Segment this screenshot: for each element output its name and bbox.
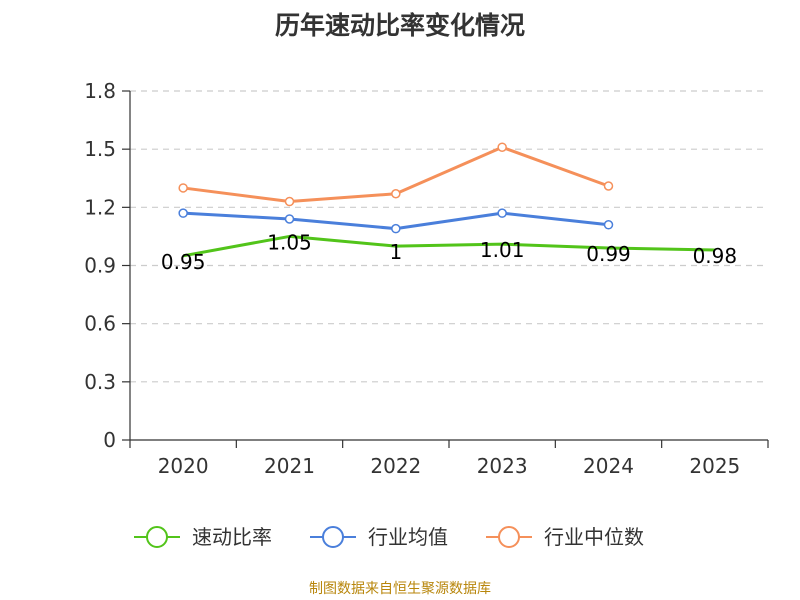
data-point[interactable] bbox=[603, 181, 614, 191]
x-tick-label: 2024 bbox=[583, 454, 634, 478]
data-point[interactable] bbox=[178, 208, 188, 218]
x-tick-label: 2020 bbox=[158, 454, 209, 478]
x-tick-label: 2025 bbox=[689, 454, 740, 478]
data-point[interactable] bbox=[391, 189, 401, 199]
data-label: 0.99 bbox=[586, 242, 631, 266]
series-lines bbox=[178, 142, 715, 258]
y-tick-label: 1.5 bbox=[84, 137, 116, 161]
y-tick-label: 0 bbox=[103, 428, 116, 452]
x-tick-label: 2021 bbox=[264, 454, 315, 478]
legend: 速动比率 行业均值 行业中位数 bbox=[134, 525, 644, 549]
x-tick-label: 2023 bbox=[477, 454, 528, 478]
data-labels: 0.95 1.05 1 1.01 0.99 0.98 bbox=[161, 230, 737, 273]
y-tick-label: 1.8 bbox=[84, 79, 116, 103]
y-tick-label: 0.6 bbox=[84, 312, 116, 336]
data-point[interactable] bbox=[178, 183, 188, 193]
data-label: 1.05 bbox=[267, 230, 312, 254]
legend-label: 速动比率 bbox=[192, 525, 272, 549]
legend-label: 行业中位数 bbox=[544, 525, 644, 549]
series-line bbox=[182, 234, 715, 258]
data-point[interactable] bbox=[391, 223, 401, 234]
y-tick-label: 0.9 bbox=[84, 254, 116, 278]
legend-item[interactable]: 行业中位数 bbox=[486, 525, 644, 549]
data-point[interactable] bbox=[497, 208, 507, 218]
legend-marker bbox=[322, 526, 344, 548]
y-tick-label: 1.2 bbox=[84, 195, 116, 219]
grid-lines bbox=[130, 90, 768, 383]
data-point[interactable] bbox=[603, 220, 614, 230]
data-label: 1.01 bbox=[480, 238, 525, 262]
source-note: 制图数据来自恒生聚源数据库 bbox=[309, 581, 491, 597]
data-label: 1 bbox=[389, 240, 402, 264]
data-point[interactable] bbox=[497, 142, 507, 152]
legend-marker bbox=[146, 526, 168, 548]
data-point[interactable] bbox=[284, 214, 295, 224]
data-label: 0.98 bbox=[693, 244, 738, 268]
legend-item[interactable]: 速动比率 bbox=[134, 525, 272, 549]
x-tick-label: 2022 bbox=[370, 454, 421, 478]
legend-marker bbox=[498, 526, 520, 548]
axes: 0 0.3 0.6 0.9 1.2 1.5 1.8 2020 2021 2022 2023 2024 2… bbox=[84, 79, 769, 478]
data-label: 0.95 bbox=[161, 250, 206, 274]
data-point[interactable] bbox=[284, 196, 295, 207]
legend-item[interactable]: 行业均值 bbox=[310, 525, 448, 549]
y-tick-label: 0.3 bbox=[84, 370, 116, 394]
chart-title: 历年速动比率变化情况 bbox=[274, 11, 525, 40]
legend-label: 行业均值 bbox=[368, 525, 448, 549]
